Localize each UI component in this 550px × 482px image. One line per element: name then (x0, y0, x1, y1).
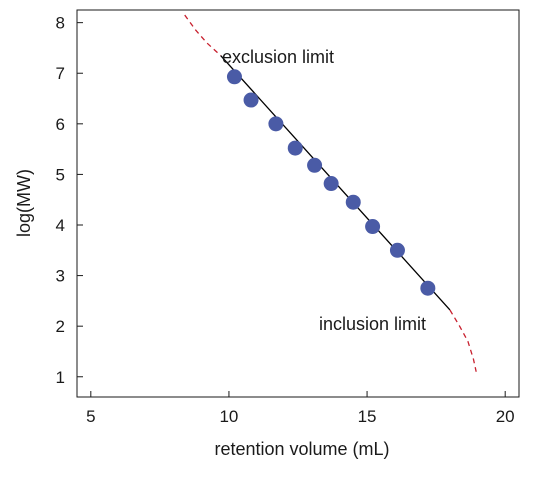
data-point (345, 194, 361, 210)
data-point (243, 92, 259, 108)
point-layer (226, 69, 436, 296)
y-ticks: 1 2 3 4 5 6 7 8 (56, 14, 83, 387)
data-point (307, 157, 323, 173)
data-point (287, 140, 303, 156)
dashed-extension-line (449, 309, 477, 372)
x-tick-label: 20 (496, 407, 515, 426)
x-tick-label: 5 (86, 407, 95, 426)
data-point (323, 176, 339, 192)
data-point (389, 242, 405, 258)
exclusion-limit-label: exclusion limit (222, 47, 334, 67)
inclusion-limit-label: inclusion limit (319, 314, 426, 334)
x-tick-label: 15 (358, 407, 377, 426)
x-ticks: 5 10 15 20 (86, 391, 515, 426)
y-tick-label: 1 (56, 368, 65, 387)
y-axis-label: log(MW) (14, 169, 34, 237)
data-point (268, 116, 284, 132)
x-axis-label: retention volume (mL) (214, 439, 389, 459)
data-point (420, 280, 436, 296)
dashed-extension-line (184, 14, 222, 57)
y-tick-label: 6 (56, 115, 65, 134)
plot-frame (76, 9, 520, 398)
y-tick-label: 5 (56, 165, 65, 184)
y-tick-label: 4 (56, 216, 65, 235)
y-tick-label: 2 (56, 317, 65, 336)
data-point (226, 69, 242, 85)
data-point (365, 219, 381, 235)
x-tick-label: 10 (219, 407, 238, 426)
y-tick-label: 3 (56, 267, 65, 286)
y-tick-label: 8 (56, 14, 65, 33)
y-tick-label: 7 (56, 64, 65, 83)
